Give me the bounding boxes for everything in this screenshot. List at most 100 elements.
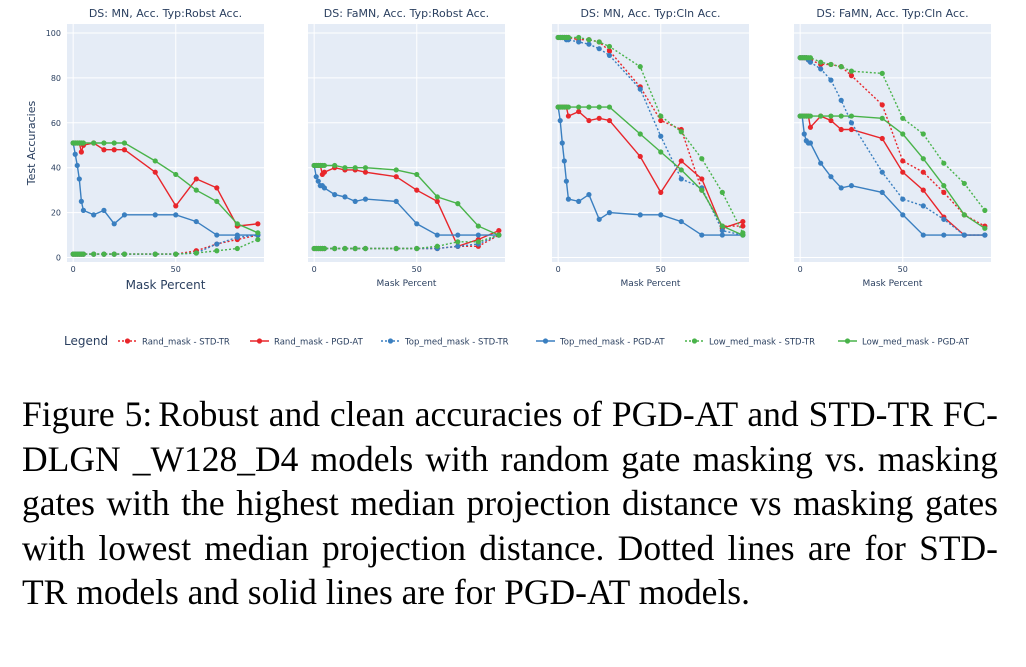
plot-area xyxy=(308,24,505,262)
data-point xyxy=(121,212,128,218)
data-point xyxy=(586,37,592,43)
data-point xyxy=(848,68,855,74)
y-tick-label: 0 xyxy=(56,254,61,263)
data-point xyxy=(352,198,358,204)
data-point xyxy=(848,126,855,133)
data-point xyxy=(362,165,369,171)
data-point xyxy=(678,158,684,164)
data-point xyxy=(434,243,440,249)
figure-caption: Figure 5: Robust and clean accuracies of … xyxy=(22,392,998,615)
data-point xyxy=(576,108,582,115)
data-point xyxy=(920,131,926,137)
data-point xyxy=(920,187,926,193)
data-point xyxy=(576,198,582,204)
data-point xyxy=(807,59,814,65)
data-point xyxy=(76,176,82,182)
data-point xyxy=(637,153,643,160)
data-point xyxy=(72,151,78,157)
data-point xyxy=(637,86,643,92)
data-point xyxy=(434,194,440,200)
data-point xyxy=(982,207,988,213)
data-point xyxy=(321,162,328,169)
data-point xyxy=(152,169,158,175)
data-point xyxy=(315,178,321,184)
legend-swatch-marker xyxy=(542,338,549,344)
data-point xyxy=(80,140,87,146)
data-point xyxy=(342,165,348,171)
data-point xyxy=(91,251,97,257)
data-point xyxy=(496,232,502,238)
subplot-2: DS: FaMN, Acc. Typ:Robst Acc. 0 50 Mask Per… xyxy=(308,7,505,289)
data-point xyxy=(941,160,947,166)
data-point xyxy=(455,201,461,207)
data-point xyxy=(121,147,128,153)
data-point xyxy=(321,185,328,191)
data-point xyxy=(637,131,643,137)
data-point xyxy=(321,169,328,175)
legend-swatch-marker xyxy=(844,338,851,344)
data-point xyxy=(818,160,824,166)
legend-title: Legend xyxy=(64,334,108,348)
x-axis-label: Mask Percent xyxy=(126,278,206,292)
data-point xyxy=(740,223,746,229)
data-point xyxy=(920,169,926,175)
legend-entry: Low_med_mask - PGD-AT xyxy=(838,338,970,348)
data-point xyxy=(596,216,602,222)
data-point xyxy=(214,248,220,254)
data-point xyxy=(596,115,602,121)
data-point xyxy=(920,232,926,238)
figure: DS: MN, Acc. Typ:Robst Acc. 0 50 Mask Perce… xyxy=(25,7,991,348)
subplot-3: DS: MN, Acc. Typ:Cln Acc. 0 50 Mask Percent xyxy=(552,7,749,289)
data-point xyxy=(173,171,179,178)
data-point xyxy=(352,165,358,171)
legend-entry: Low_med_mask - STD-TR xyxy=(685,338,815,348)
data-point xyxy=(678,167,684,173)
data-point xyxy=(719,227,725,234)
x-axis-label: Mask Percent xyxy=(621,279,681,289)
data-point xyxy=(678,218,684,225)
legend-label: Rand_mask - PGD-AT xyxy=(274,338,364,348)
data-point xyxy=(838,97,844,103)
y-axis-label: Test Accuracies xyxy=(25,101,38,187)
data-point xyxy=(900,131,906,137)
data-point xyxy=(91,212,97,218)
data-point xyxy=(818,59,824,65)
x-tick-label: 0 xyxy=(798,265,803,274)
data-point xyxy=(879,189,885,195)
data-point xyxy=(576,39,582,45)
data-point xyxy=(838,185,844,191)
data-point xyxy=(255,230,261,236)
data-point xyxy=(362,169,369,175)
data-point xyxy=(342,245,348,252)
data-point xyxy=(80,207,87,213)
data-point xyxy=(818,113,824,119)
data-point xyxy=(699,187,705,193)
data-point xyxy=(637,64,643,70)
data-point xyxy=(596,104,602,110)
data-point xyxy=(586,117,592,124)
x-axis-label: Mask Percent xyxy=(863,279,923,289)
data-point xyxy=(362,196,369,202)
data-point xyxy=(342,194,348,200)
data-point xyxy=(173,203,179,209)
data-point xyxy=(807,113,814,119)
data-point xyxy=(606,104,613,110)
data-point xyxy=(658,212,664,218)
data-point xyxy=(111,140,117,146)
data-point xyxy=(111,147,117,153)
legend-entry: Rand_mask - STD-TR xyxy=(118,338,230,348)
series-line xyxy=(800,115,985,236)
data-point xyxy=(565,104,572,110)
data-point xyxy=(414,221,420,227)
data-point xyxy=(393,198,399,204)
data-point xyxy=(961,212,967,218)
data-point xyxy=(606,117,613,124)
data-point xyxy=(838,126,844,133)
data-point xyxy=(101,251,107,257)
x-tick-label: 0 xyxy=(71,265,76,274)
x-tick-label: 0 xyxy=(556,265,561,274)
data-point xyxy=(920,156,926,162)
data-point xyxy=(434,198,440,204)
legend: Legend Rand_mask - STD-TR Rand_mask - PGD-… xyxy=(64,334,970,348)
data-point xyxy=(606,52,613,59)
